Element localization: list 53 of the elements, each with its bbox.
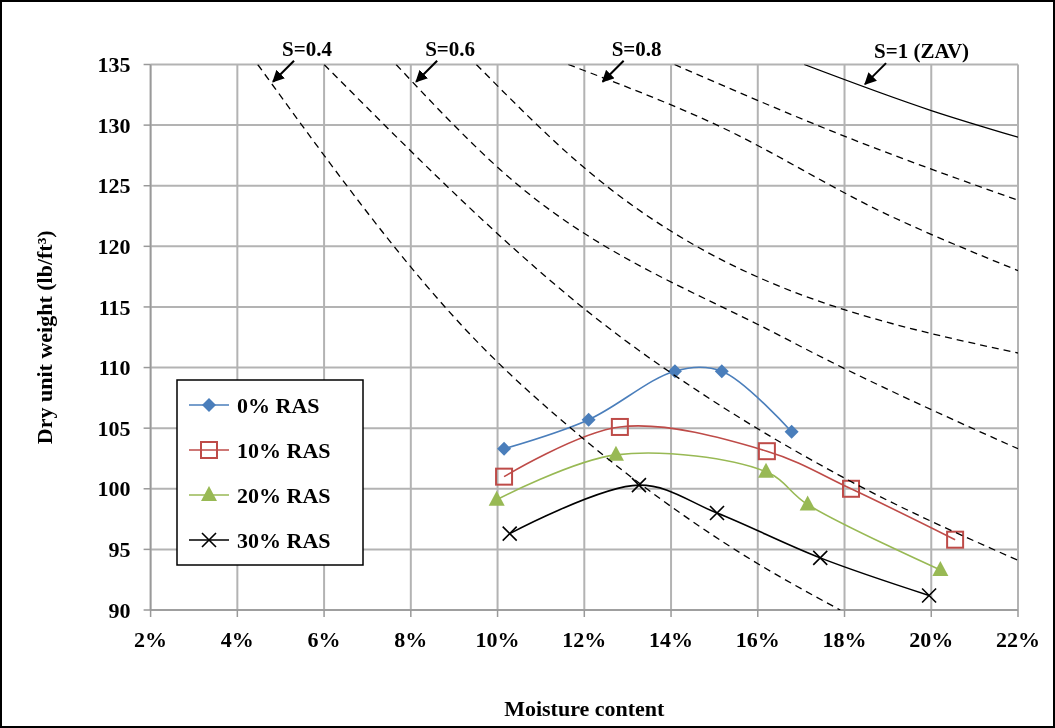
y-axis-title: Dry unit weight (lb/ft³) xyxy=(32,230,57,445)
y-tick-label: 110 xyxy=(98,355,131,381)
point xyxy=(488,490,505,506)
point xyxy=(610,417,629,436)
annotation: S=0.4 xyxy=(282,36,333,61)
point xyxy=(501,525,518,542)
y-tick-label: 90 xyxy=(108,597,131,623)
point xyxy=(842,479,861,498)
x-tick-label: 6% xyxy=(307,627,341,652)
point xyxy=(607,445,624,461)
point xyxy=(581,412,596,427)
point xyxy=(497,441,512,456)
point xyxy=(714,364,729,379)
point xyxy=(631,477,647,493)
x-tick-label: 18% xyxy=(822,627,867,652)
y-tick-label: 95 xyxy=(108,537,131,563)
y-tick-label: 115 xyxy=(98,294,131,320)
x-tick-label: 20% xyxy=(909,627,954,652)
x-tick-label: 16% xyxy=(735,627,780,652)
legend-label: 20% RAS xyxy=(237,482,331,508)
point xyxy=(812,550,829,566)
legend-label: 30% RAS xyxy=(237,527,331,553)
x-tick-label: 10% xyxy=(475,627,520,652)
annotation: S=0.8 xyxy=(611,36,662,61)
point xyxy=(495,467,514,486)
point xyxy=(758,462,775,478)
x-tick-label: 14% xyxy=(649,627,694,652)
y-tick-label: 130 xyxy=(97,112,131,138)
y-tick-label: 135 xyxy=(97,52,131,78)
point xyxy=(799,495,816,511)
annotation: S=0.6 xyxy=(425,36,476,61)
point xyxy=(932,561,949,576)
point xyxy=(757,442,776,461)
x-tick-label: 8% xyxy=(394,627,428,652)
x-axis-title: Moisture content xyxy=(504,696,666,721)
point xyxy=(667,364,682,379)
point xyxy=(709,505,725,521)
y-tick-label: 125 xyxy=(97,173,131,199)
y-tick-label: 100 xyxy=(97,476,131,502)
legend-label: 0% RAS xyxy=(237,392,320,418)
point xyxy=(784,424,799,439)
x-tick-label: 2% xyxy=(134,627,168,652)
line-series xyxy=(395,64,1018,450)
line-series xyxy=(567,64,1018,272)
x-tick-label: 4% xyxy=(220,627,254,652)
y-tick-label: 105 xyxy=(97,415,131,441)
x-tick-label: 22% xyxy=(996,627,1040,652)
annotation: S=1 (ZAV) xyxy=(874,39,970,64)
point xyxy=(921,587,937,604)
x-tick-label: 12% xyxy=(562,627,607,652)
y-tick-label: 120 xyxy=(97,234,131,260)
point xyxy=(946,530,965,549)
legend-label: 10% RAS xyxy=(237,437,331,463)
